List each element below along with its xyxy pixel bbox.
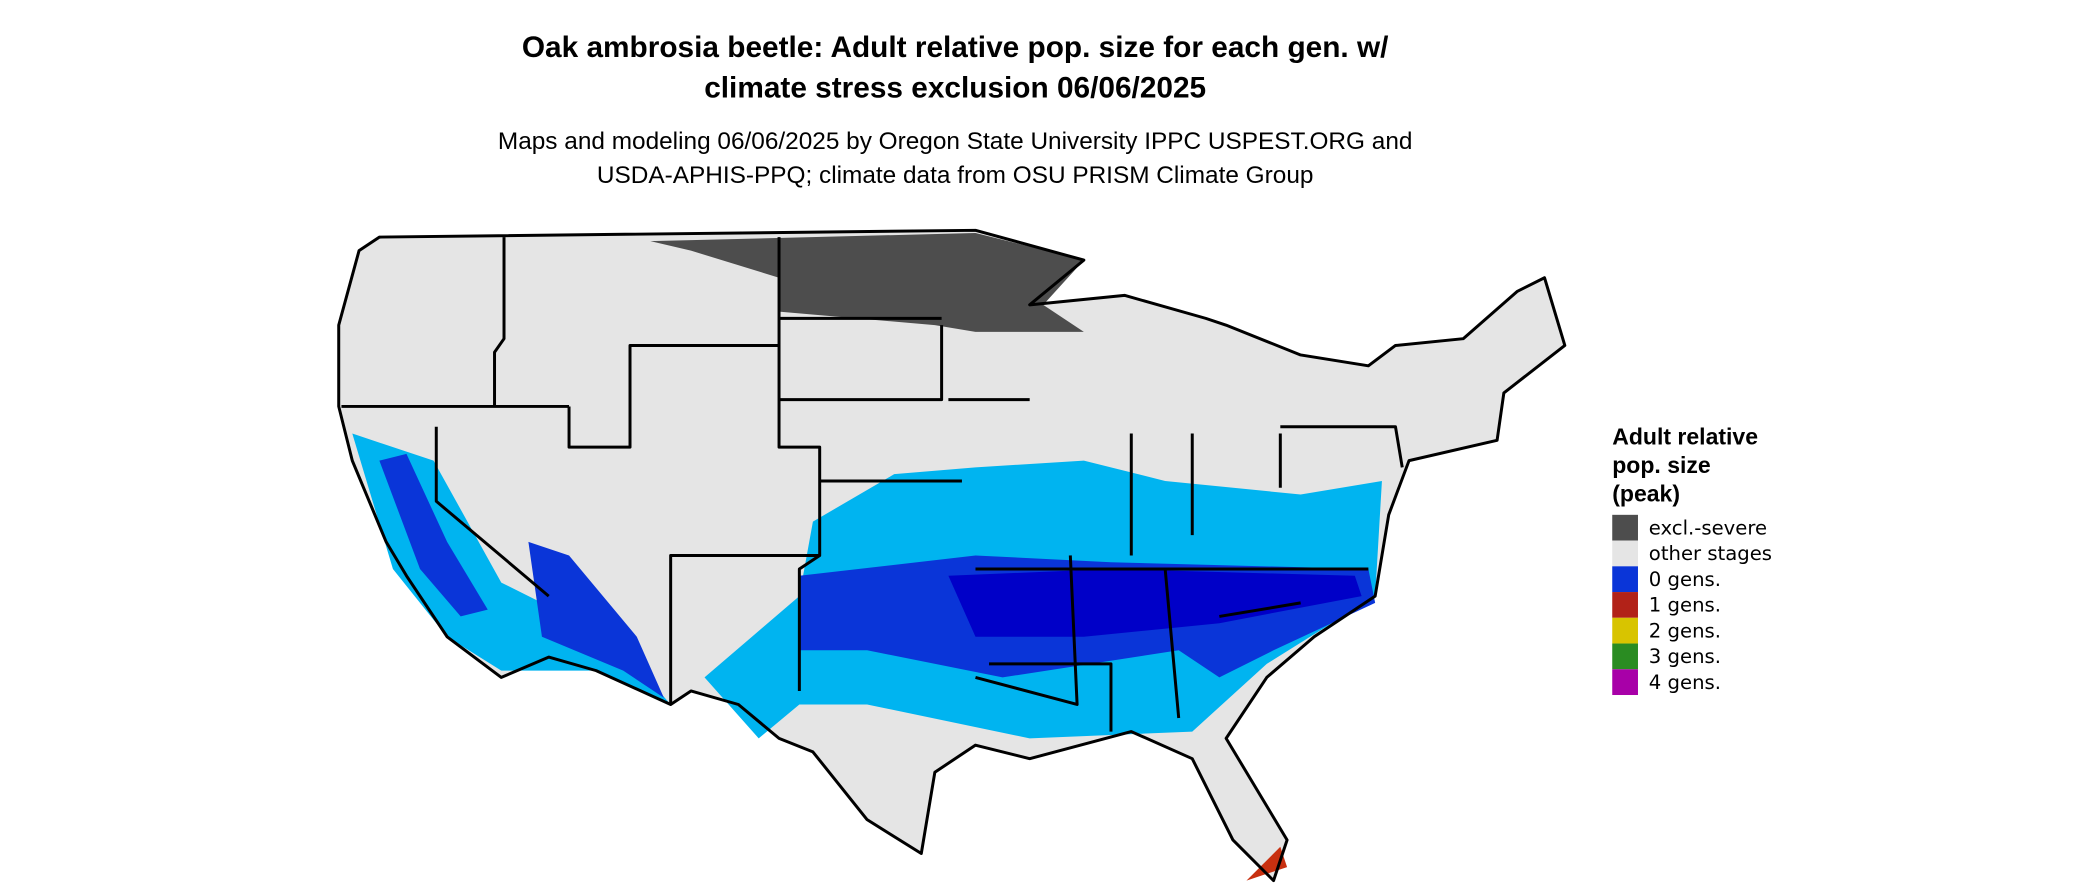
legend-swatch xyxy=(1612,540,1638,567)
title: Oak ambrosia beetle: Adult relative pop.… xyxy=(522,31,1389,64)
legend-swatch xyxy=(1612,566,1638,593)
legend-title: (peak) xyxy=(1612,480,1680,506)
legend-label: 0 gens. xyxy=(1649,568,1721,591)
legend-label: 2 gens. xyxy=(1649,619,1721,642)
legend-swatch xyxy=(1612,592,1638,618)
legend-swatch xyxy=(1612,617,1638,644)
legend-label: 3 gens. xyxy=(1649,645,1721,668)
legend-label: 1 gens. xyxy=(1649,594,1721,617)
subtitle: USDA-APHIS-PPQ; climate data from OSU PR… xyxy=(597,162,1314,189)
legend-swatch xyxy=(1612,643,1638,670)
title: climate stress exclusion 06/06/2025 xyxy=(704,72,1206,105)
legend: excl.-severe other stages 0 gens. 1 gens.2 … xyxy=(1612,514,1772,696)
legend-swatch xyxy=(1612,514,1638,541)
legend-title: pop. size xyxy=(1612,452,1711,478)
legend-swatch xyxy=(1612,669,1638,696)
legend-title: Adult relative xyxy=(1612,423,1758,449)
legend-label: excl.-severe xyxy=(1649,516,1767,539)
us-map xyxy=(337,228,1567,883)
legend-label: 4 gens. xyxy=(1649,671,1721,694)
subtitle: Maps and modeling 06/06/2025 by Oregon S… xyxy=(498,128,1413,155)
legend-label: other stages xyxy=(1649,542,1772,565)
